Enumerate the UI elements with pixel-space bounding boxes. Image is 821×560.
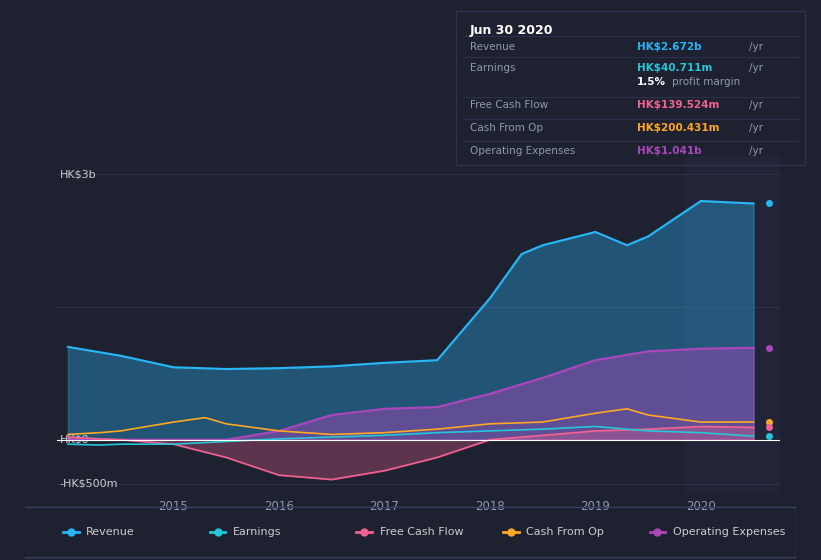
Text: profit margin: profit margin bbox=[672, 77, 741, 87]
Text: 2018: 2018 bbox=[475, 500, 505, 513]
Text: Free Cash Flow: Free Cash Flow bbox=[379, 527, 463, 537]
Text: /yr: /yr bbox=[749, 123, 763, 133]
Text: HK$200.431m: HK$200.431m bbox=[637, 123, 719, 133]
Text: /yr: /yr bbox=[749, 100, 763, 110]
Text: Operating Expenses: Operating Expenses bbox=[673, 527, 785, 537]
Text: /yr: /yr bbox=[749, 146, 763, 156]
Text: HK$3b: HK$3b bbox=[60, 170, 96, 180]
Text: Revenue: Revenue bbox=[470, 41, 515, 52]
Text: Revenue: Revenue bbox=[86, 527, 135, 537]
Text: HK$1.041b: HK$1.041b bbox=[637, 146, 702, 156]
Text: 2020: 2020 bbox=[686, 500, 716, 513]
Text: /yr: /yr bbox=[749, 41, 763, 52]
Text: -HK$500m: -HK$500m bbox=[60, 479, 118, 489]
Text: Cash From Op: Cash From Op bbox=[470, 123, 543, 133]
Text: HK$2.672b: HK$2.672b bbox=[637, 41, 702, 52]
Text: HK$40.711m: HK$40.711m bbox=[637, 63, 713, 73]
Text: 1.5%: 1.5% bbox=[637, 77, 666, 87]
Text: Operating Expenses: Operating Expenses bbox=[470, 146, 575, 156]
Text: HK$0: HK$0 bbox=[60, 435, 89, 445]
Text: /yr: /yr bbox=[749, 63, 763, 73]
Text: 2016: 2016 bbox=[264, 500, 294, 513]
Bar bbox=[685, 157, 780, 493]
Text: 2017: 2017 bbox=[369, 500, 399, 513]
Text: Cash From Op: Cash From Op bbox=[526, 527, 604, 537]
Text: Earnings: Earnings bbox=[470, 63, 515, 73]
Text: Jun 30 2020: Jun 30 2020 bbox=[470, 24, 553, 36]
Text: 2015: 2015 bbox=[158, 500, 188, 513]
Text: 2019: 2019 bbox=[580, 500, 610, 513]
Text: HK$139.524m: HK$139.524m bbox=[637, 100, 719, 110]
Text: Earnings: Earnings bbox=[233, 527, 282, 537]
Text: Free Cash Flow: Free Cash Flow bbox=[470, 100, 548, 110]
